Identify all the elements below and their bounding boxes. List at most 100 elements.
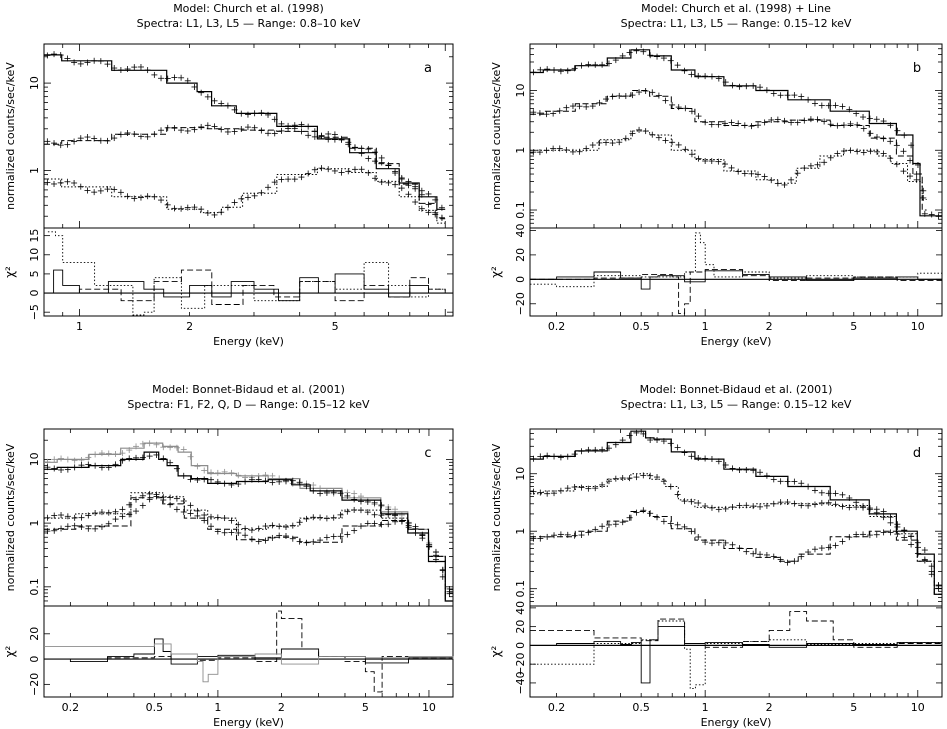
y-axis-label: normalized counts/sec/keV — [490, 443, 503, 591]
model-curve-2 — [530, 90, 927, 211]
residual-curve-3 — [44, 643, 454, 683]
resid-y-tick-label: 40 — [514, 223, 527, 237]
x-tick-label: 10 — [911, 320, 925, 333]
y-tick-label: 10 — [28, 452, 41, 466]
y-tick-label: 0.1 — [28, 578, 41, 596]
chart-subtitle: Spectra: L1, L3, L5 — Range: 0.15–12 keV — [621, 398, 852, 411]
y-axis-label: normalized counts/sec/keV — [490, 62, 503, 210]
panel-label: a — [424, 61, 432, 76]
chart-panel-d: Model: Bonnet-Bidaud et al. (2001) Spectr… — [489, 383, 943, 729]
chart-title: Model: Bonnet-Bidaud et al. (2001) — [640, 383, 833, 396]
model-curve-1 — [44, 442, 453, 602]
chart-panel-a: Model: Church et al. (1998) Spectra: L1, … — [3, 2, 454, 348]
x-tick-label: 2 — [278, 701, 285, 714]
residual-plot-frame — [529, 605, 943, 698]
resid-y-tick-label: −40 — [514, 671, 527, 694]
chart-subtitle: Spectra: L1, L3, L5 — Range: 0.15–12 keV — [621, 17, 852, 30]
model-curve-1 — [530, 49, 942, 217]
chart-title: Model: Church et al. (1998) + Line — [641, 2, 831, 15]
y-tick-label: 1 — [514, 147, 527, 154]
x-tick-label: 1 — [214, 701, 221, 714]
x-tick-label: 2 — [766, 701, 773, 714]
model-curve-1 — [530, 430, 942, 595]
resid-y-tick-label: −5 — [28, 304, 41, 320]
x-tick-label: 5 — [850, 320, 857, 333]
resid-y-tick-label: 0 — [514, 276, 527, 283]
x-tick-label: 0.2 — [548, 701, 566, 714]
x-tick-label: 0.2 — [62, 701, 80, 714]
x-tick-label: 0.5 — [146, 701, 164, 714]
main-plot-frame — [43, 428, 454, 607]
x-tick-label: 0.5 — [632, 320, 650, 333]
resid-y-tick-label: −20 — [514, 292, 527, 315]
y-tick-label: 0.1 — [514, 580, 527, 598]
resid-y-tick-label: 10 — [28, 248, 41, 262]
resid-y-tick-label: 0 — [28, 656, 41, 663]
resid-y-tick-label: −20 — [514, 653, 527, 676]
resid-y-axis-label: χ² — [489, 645, 503, 657]
model-curve-2 — [530, 473, 942, 595]
residual-curve-3 — [530, 620, 943, 690]
residual-plot-frame — [43, 605, 454, 698]
chart-subtitle: Spectra: L1, L3, L5 — Range: 0.8–10 keV — [137, 17, 361, 30]
resid-y-tick-label: 20 — [28, 627, 41, 641]
resid-y-tick-label: 15 — [28, 229, 41, 243]
residual-curve-1 — [44, 269, 446, 302]
residual-curve-2 — [44, 610, 454, 693]
residual-curve-2 — [530, 611, 943, 648]
resid-y-tick-label: 0 — [28, 290, 41, 297]
model-curve-3 — [530, 511, 942, 595]
panel-label: b — [913, 61, 921, 76]
x-tick-label: 5 — [362, 701, 369, 714]
x-tick-label: 0.2 — [548, 320, 566, 333]
y-tick-label: 10 — [28, 76, 41, 90]
resid-y-axis-label: χ² — [489, 266, 503, 278]
x-axis-label: Energy (keV) — [213, 716, 284, 729]
x-tick-label: 1 — [76, 320, 83, 333]
x-tick-label: 5 — [850, 701, 857, 714]
x-tick-label: 1 — [702, 701, 709, 714]
model-curve-1 — [44, 54, 446, 210]
residual-plot-frame — [529, 227, 943, 317]
resid-y-tick-label: −20 — [28, 673, 41, 696]
chart-panel-b: Model: Church et al. (1998) + Line Spectr… — [489, 2, 943, 348]
residual-curve-1 — [44, 638, 454, 665]
model-curve-2 — [44, 127, 446, 220]
chart-panel-c: Model: Bonnet-Bidaud et al. (2001) Spectr… — [3, 383, 454, 729]
residual-curve-2 — [530, 269, 943, 315]
x-axis-label: Energy (keV) — [213, 335, 284, 348]
y-tick-label: 10 — [514, 467, 527, 481]
model-curve-4 — [44, 492, 453, 602]
x-tick-label: 1 — [702, 320, 709, 333]
resid-y-axis-label: χ² — [3, 645, 17, 657]
model-curve-3 — [530, 130, 927, 200]
y-tick-label: 0.1 — [514, 201, 527, 219]
residual-curve-3 — [47, 231, 446, 316]
resid-y-tick-label: 20 — [514, 620, 527, 634]
y-axis-label: normalized counts/sec/keV — [4, 62, 17, 210]
x-tick-label: 5 — [332, 320, 339, 333]
main-plot-frame — [43, 43, 454, 229]
y-axis-label: normalized counts/sec/keV — [4, 443, 17, 591]
residual-plot-frame — [43, 227, 454, 317]
x-axis-label: Energy (keV) — [701, 335, 772, 348]
model-curve-2 — [44, 451, 453, 602]
chart-title: Model: Bonnet-Bidaud et al. (2001) — [152, 383, 345, 396]
x-tick-label: 2 — [766, 320, 773, 333]
y-tick-label: 1 — [514, 528, 527, 535]
panel-label: c — [424, 446, 431, 461]
panel-label: d — [913, 446, 921, 461]
model-curve-3 — [44, 168, 446, 224]
y-tick-label: 1 — [28, 167, 41, 174]
resid-y-tick-label: 5 — [28, 270, 41, 277]
main-plot-frame — [529, 428, 943, 607]
x-tick-label: 0.5 — [632, 701, 650, 714]
main-plot-frame — [529, 43, 943, 229]
x-tick-label: 10 — [422, 701, 436, 714]
x-axis-label: Energy (keV) — [701, 716, 772, 729]
resid-y-tick-label: 40 — [514, 601, 527, 615]
chart-subtitle: Spectra: F1, F2, Q, D — Range: 0.15–12 k… — [127, 398, 370, 411]
model-curve-3 — [44, 497, 453, 602]
resid-y-tick-label: 20 — [514, 248, 527, 262]
